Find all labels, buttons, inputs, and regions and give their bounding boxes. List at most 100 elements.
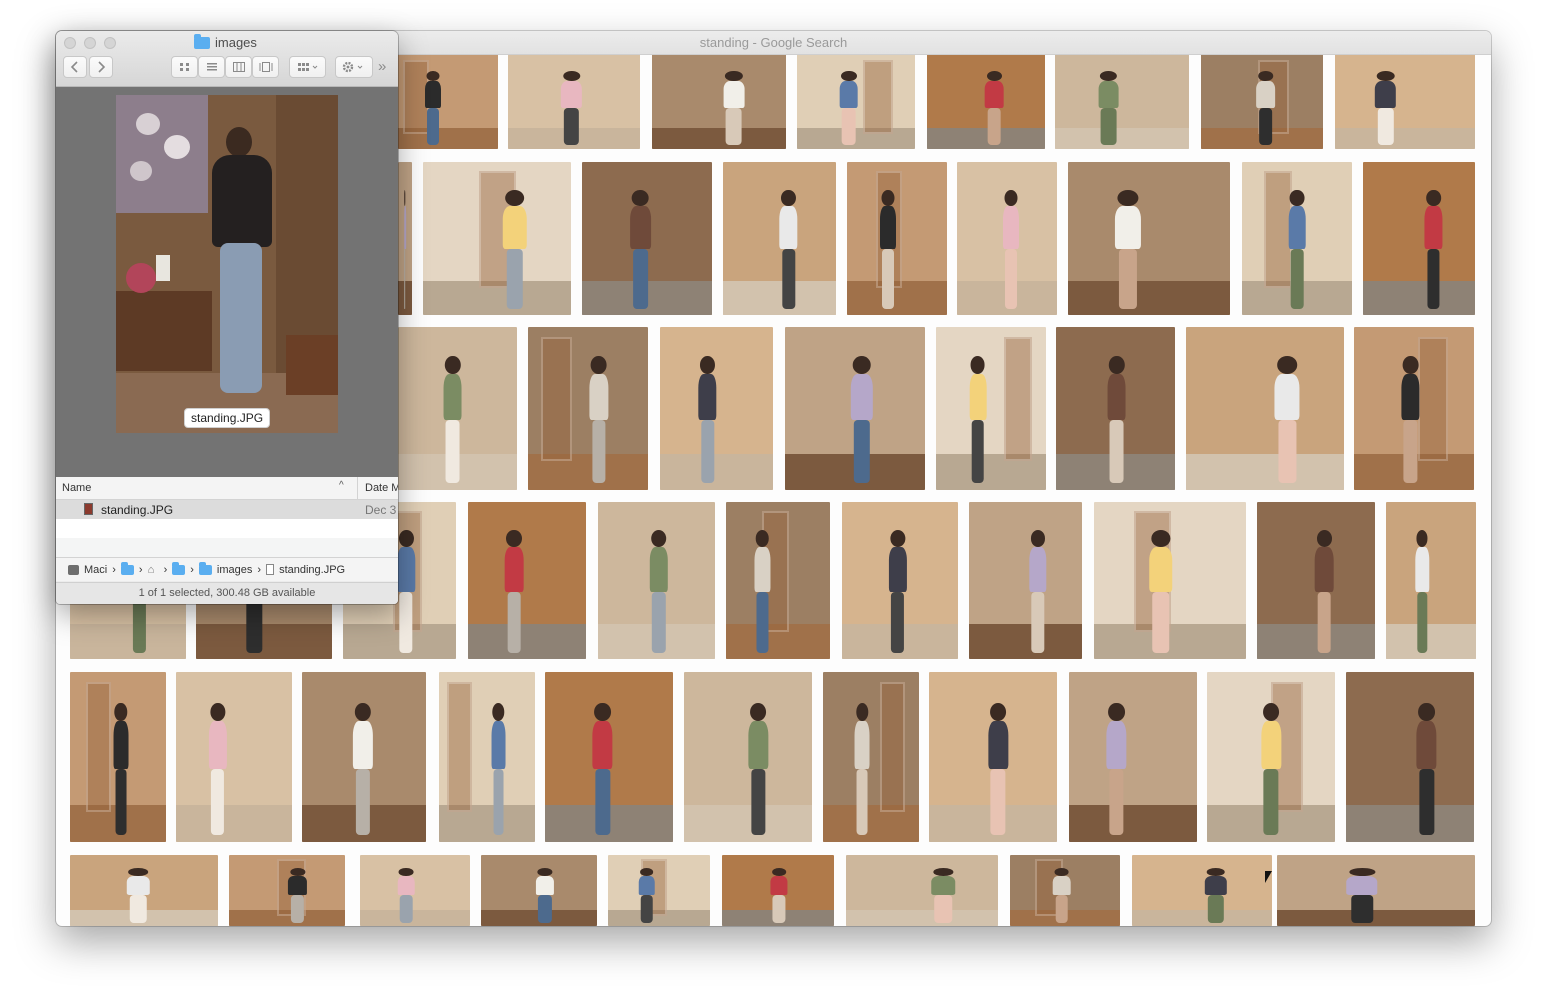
preview-image — [116, 95, 338, 433]
path-bar: Maci › › ⌂ › › images › standing.JPG — [56, 557, 398, 581]
image-thumbnail[interactable] — [1386, 502, 1476, 659]
toolbar-overflow-icon[interactable]: » — [378, 58, 387, 75]
empty-row — [56, 538, 398, 557]
image-thumbnail[interactable] — [785, 327, 925, 490]
file-name: standing.JPG — [101, 503, 174, 517]
image-thumbnail[interactable] — [929, 672, 1057, 842]
folder-icon — [194, 33, 210, 49]
image-thumbnail[interactable] — [1186, 327, 1344, 490]
image-thumbnail[interactable] — [176, 672, 292, 842]
home-icon[interactable]: ⌂ — [147, 563, 155, 576]
image-thumbnail[interactable] — [969, 502, 1082, 659]
image-thumbnail[interactable] — [722, 855, 834, 926]
image-thumbnail[interactable] — [957, 162, 1057, 315]
image-thumbnail[interactable] — [582, 162, 712, 315]
status-bar: 1 of 1 selected, 300.48 GB available — [56, 582, 398, 604]
image-thumbnail[interactable] — [528, 327, 648, 490]
image-thumbnail[interactable] — [936, 327, 1046, 490]
finder-window: images » — [56, 31, 398, 604]
image-thumbnail[interactable] — [545, 672, 673, 842]
image-thumbnail[interactable] — [608, 855, 710, 926]
image-thumbnail[interactable] — [468, 502, 586, 659]
gear-icon — [342, 61, 363, 73]
gallery-view-icon — [259, 62, 272, 72]
image-thumbnail[interactable] — [1132, 855, 1272, 926]
image-thumbnail[interactable] — [823, 672, 919, 842]
image-thumbnail[interactable] — [1201, 54, 1323, 149]
view-icons-button[interactable] — [171, 56, 198, 78]
image-thumbnail[interactable] — [842, 502, 958, 659]
image-thumbnail[interactable] — [726, 502, 830, 659]
image-thumbnail[interactable] — [398, 162, 412, 315]
image-thumbnail[interactable] — [1363, 162, 1475, 315]
forward-button[interactable] — [89, 56, 113, 78]
image-thumbnail[interactable] — [1094, 502, 1246, 659]
image-thumbnail[interactable] — [660, 327, 773, 490]
list-item[interactable]: standing.JPG Dec 3 — [56, 500, 398, 519]
image-thumbnail[interactable] — [846, 855, 998, 926]
back-button[interactable] — [63, 56, 87, 78]
chevron-left-icon — [70, 61, 78, 73]
image-thumbnail[interactable] — [481, 855, 597, 926]
image-thumbnail[interactable] — [927, 54, 1045, 149]
path-images[interactable]: images — [216, 563, 253, 576]
image-thumbnail[interactable] — [598, 502, 715, 659]
column-view-icon — [232, 62, 245, 72]
arrange-icon — [297, 63, 317, 71]
image-thumbnail[interactable] — [302, 672, 426, 842]
image-thumbnail[interactable] — [229, 855, 345, 926]
image-thumbnail[interactable] — [398, 327, 517, 490]
image-thumbnail[interactable] — [1354, 327, 1474, 490]
zoom-button[interactable] — [104, 37, 116, 49]
image-thumbnail[interactable] — [1010, 855, 1120, 926]
chevron-right-icon — [98, 61, 106, 73]
image-thumbnail[interactable] — [423, 162, 571, 315]
image-thumbnail[interactable] — [70, 672, 166, 842]
column-header-name[interactable]: Name — [62, 482, 92, 494]
view-gallery-button[interactable] — [252, 56, 279, 78]
view-columns-button[interactable] — [225, 56, 252, 78]
list-view-icon — [206, 63, 217, 71]
mouse-cursor-icon — [1265, 871, 1272, 883]
view-list-button[interactable] — [198, 56, 225, 78]
finder-title: images — [194, 33, 257, 50]
path-separator-icon: › — [190, 563, 194, 576]
image-thumbnail[interactable] — [70, 855, 218, 926]
image-thumbnail[interactable] — [797, 54, 915, 149]
image-thumbnail[interactable] — [439, 672, 535, 842]
image-thumbnail[interactable] — [723, 162, 836, 315]
image-thumbnail[interactable] — [1069, 672, 1197, 842]
arrange-button[interactable] — [289, 56, 326, 78]
image-thumbnail[interactable] — [652, 54, 786, 149]
image-thumbnail[interactable] — [398, 54, 498, 149]
image-thumbnail[interactable] — [1068, 162, 1230, 315]
folder-icon[interactable] — [120, 561, 134, 575]
image-thumbnail[interactable] — [1055, 54, 1189, 149]
path-file[interactable]: standing.JPG — [279, 563, 346, 576]
image-thumbnail[interactable] — [1056, 327, 1175, 490]
image-thumbnail[interactable] — [1257, 502, 1375, 659]
close-button[interactable] — [64, 37, 76, 49]
column-header-date[interactable]: Date M — [365, 482, 398, 494]
image-results-grid — [56, 31, 1491, 926]
image-thumbnail[interactable] — [847, 162, 947, 315]
finder-toolbar: images » — [56, 31, 398, 87]
path-drive[interactable]: Maci — [84, 563, 108, 576]
image-thumbnail[interactable] — [1207, 672, 1335, 842]
image-thumbnail[interactable] — [360, 855, 470, 926]
browser-window: standing - Google Search — [56, 31, 1491, 926]
sort-ascending-icon[interactable]: ^ — [339, 480, 344, 491]
action-button[interactable] — [335, 56, 373, 78]
image-thumbnail[interactable] — [1277, 855, 1475, 926]
image-thumbnail[interactable] — [1242, 162, 1352, 315]
image-thumbnail[interactable] — [684, 672, 812, 842]
minimize-button[interactable] — [84, 37, 96, 49]
image-thumbnail[interactable] — [1335, 54, 1475, 149]
image-thumbnail[interactable] — [1346, 672, 1474, 842]
folder-icon — [198, 561, 212, 575]
preview-pane: standing.JPG — [56, 87, 398, 477]
folder-icon[interactable] — [172, 561, 186, 575]
image-thumbnail[interactable] — [508, 54, 640, 149]
path-separator-icon: › — [257, 563, 262, 576]
path-separator-icon: › — [138, 563, 143, 576]
